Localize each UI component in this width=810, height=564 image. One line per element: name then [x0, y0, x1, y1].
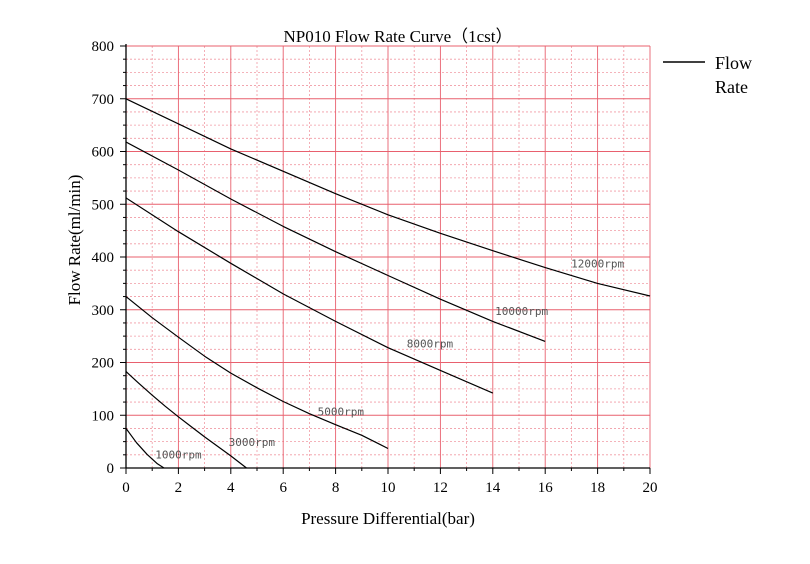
x-tick-label: 18	[590, 480, 605, 496]
legend-label-line2: Rate	[715, 77, 748, 97]
series-layer	[125, 98, 651, 469]
series-line-1000rpm	[125, 428, 165, 469]
chart-title: NP010 Flow Rate Curve（1cst）	[283, 27, 512, 46]
x-tick-label: 8	[332, 480, 340, 496]
y-tick-label: 200	[92, 356, 115, 372]
annotation-1000rpm: 1000rpm	[155, 449, 202, 462]
annotation-10000rpm: 10000rpm	[495, 305, 548, 318]
series-line-12000rpm	[125, 98, 651, 297]
series-line-10000rpm	[125, 141, 546, 342]
x-tick-label: 20	[643, 480, 658, 496]
y-tick-label: 800	[92, 39, 115, 55]
x-tick-label: 2	[175, 480, 183, 496]
x-tick-label: 4	[227, 480, 235, 496]
series-line-3000rpm	[125, 371, 247, 469]
y-tick-label: 400	[92, 250, 115, 266]
y-tick-label: 100	[92, 408, 115, 424]
x-tick-label: 6	[279, 480, 287, 496]
annotation-layer: 1000rpm 3000rpm 5000rpm 8000rpm 10000rpm 1200…	[155, 258, 624, 462]
series-line-8000rpm	[125, 197, 494, 394]
series-line-5000rpm	[125, 296, 389, 450]
y-tick-label: 600	[92, 145, 115, 161]
x-tick-label: 16	[538, 480, 554, 496]
annotation-3000rpm: 3000rpm	[229, 436, 276, 449]
tick-label-layer: 0 2 4 6 8 10 12 14 16 18 2001002003004005006007008…	[92, 39, 658, 496]
x-tick-label: 12	[433, 480, 448, 496]
y-tick-label: 500	[92, 197, 115, 213]
x-tick-label: 10	[381, 480, 396, 496]
axis-layer	[120, 44, 651, 474]
x-tick-label: 14	[485, 480, 501, 496]
y-tick-label: 700	[92, 92, 115, 108]
y-axis-label: Flow Rate(ml/min)	[65, 175, 84, 306]
annotation-5000rpm: 5000rpm	[318, 405, 365, 418]
legend-label-line1: Flow	[715, 53, 752, 73]
annotation-8000rpm: 8000rpm	[407, 338, 454, 351]
annotation-12000rpm: 12000rpm	[571, 258, 624, 271]
x-axis-label: Pressure Differential(bar)	[301, 509, 475, 528]
legend: Flow Rate	[663, 53, 752, 97]
x-tick-label: 0	[122, 480, 130, 496]
y-tick-label: 300	[92, 303, 115, 319]
major-grid	[126, 45, 651, 468]
y-tick-label: 0	[107, 461, 115, 477]
